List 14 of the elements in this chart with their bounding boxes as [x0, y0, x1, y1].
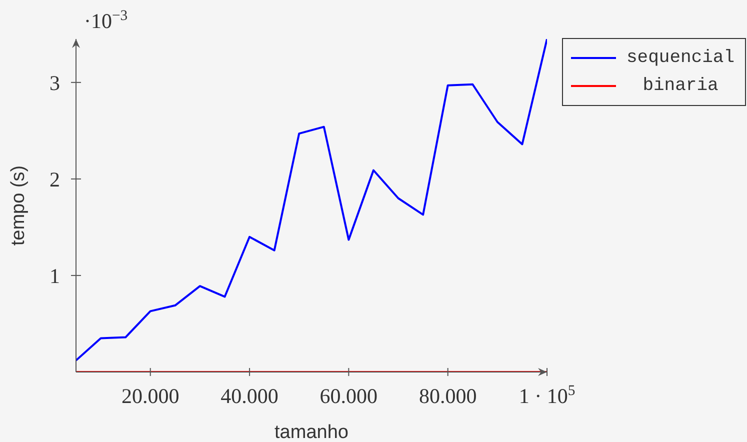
- y-tick-label: 2: [50, 167, 60, 192]
- line-series: [76, 39, 547, 362]
- y-axis-title: tempo (s): [8, 165, 29, 246]
- legend-label: binaria: [642, 76, 720, 96]
- x-axis-title: tamanho: [274, 422, 348, 442]
- x-tick-label: 20.000: [121, 384, 180, 408]
- y-tick-label: 1: [50, 264, 60, 288]
- x-tick-label: 40.000: [220, 384, 278, 408]
- text: ·10$^{−3}$: [84, 8, 128, 33]
- x-tick-label: 80.000: [418, 384, 477, 408]
- x-tick-label: 60.000: [320, 384, 378, 408]
- y-tick-label: 3: [50, 70, 60, 95]
- x-tick-label: 1 · 10$^{5}$: [518, 383, 576, 408]
- legend-label: sequencial: [625, 48, 736, 68]
